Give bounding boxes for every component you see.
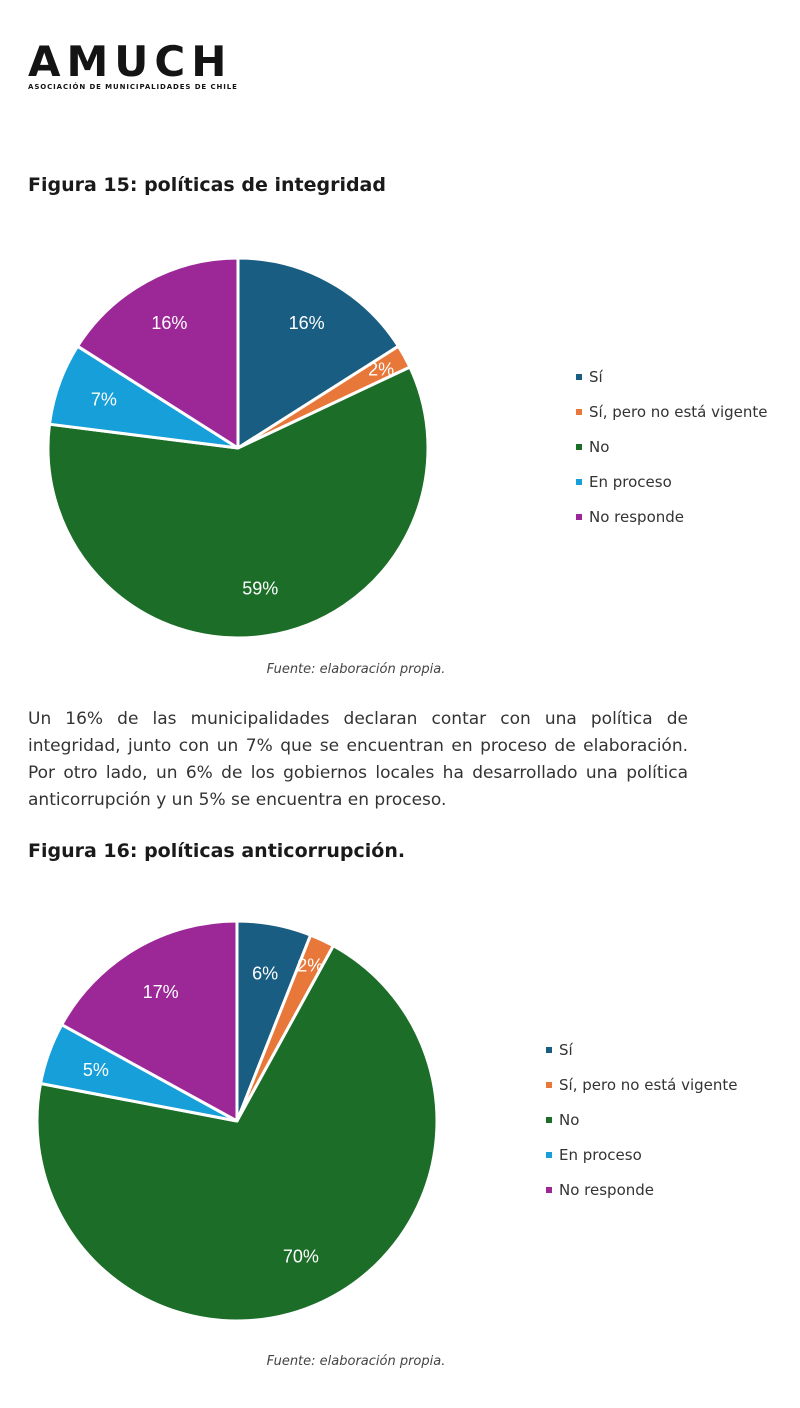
legend-swatch bbox=[546, 1116, 552, 1123]
pie-data-label-no: 59% bbox=[242, 579, 278, 599]
legend-swatch bbox=[546, 1081, 552, 1088]
pie-data-label-no-responde: 17% bbox=[143, 982, 179, 1002]
legend-label: No responde bbox=[559, 1180, 655, 1199]
legend-item-no-responde: No responde bbox=[546, 1172, 738, 1207]
legend-swatch bbox=[576, 478, 582, 485]
pie-data-label-si: 16% bbox=[289, 313, 325, 333]
pie-slice-no-responde bbox=[60, 919, 239, 1123]
legend-swatch bbox=[546, 1046, 552, 1053]
figure-16-source: Fuente: elaboración propia. bbox=[266, 1354, 446, 1369]
pie-data-label-no: 70% bbox=[283, 1247, 319, 1267]
pie-data-label-si-no-vigente: 2% bbox=[368, 359, 394, 379]
figure-16-legend: Sí Sí, pero no está vigente No En proces… bbox=[546, 1032, 738, 1207]
pie-data-label-no-responde: 16% bbox=[151, 313, 187, 333]
figure-15-legend: Sí Sí, pero no está vigente No En proces… bbox=[576, 359, 768, 534]
legend-swatch bbox=[546, 1151, 552, 1158]
legend-swatch bbox=[576, 408, 582, 415]
legend-label: No bbox=[559, 1110, 580, 1129]
legend-swatch bbox=[546, 1186, 552, 1193]
legend-item-si-no-vigente: Sí, pero no está vigente bbox=[576, 394, 768, 429]
pie-data-label-si: 6% bbox=[252, 964, 278, 984]
legend-label: No responde bbox=[589, 507, 685, 526]
legend-item-si-no-vigente: Sí, pero no está vigente bbox=[546, 1067, 738, 1102]
pie-data-label-en-proceso: 7% bbox=[91, 390, 117, 410]
pie-slice-no bbox=[35, 944, 439, 1323]
legend-swatch bbox=[576, 443, 582, 450]
legend-label: En proceso bbox=[589, 472, 672, 491]
legend-label: En proceso bbox=[559, 1145, 642, 1164]
legend-item-no-responde: No responde bbox=[576, 499, 768, 534]
legend-label: No bbox=[589, 437, 610, 456]
pie-data-label-en-proceso: 5% bbox=[83, 1060, 109, 1080]
figure-15-title: Figura 15: políticas de integridad bbox=[28, 174, 386, 196]
figure-15-source: Fuente: elaboración propia. bbox=[266, 662, 446, 677]
legend-item-en-proceso: En proceso bbox=[546, 1137, 738, 1172]
legend-swatch bbox=[576, 513, 582, 520]
legend-label: Sí, pero no está vigente bbox=[559, 1075, 738, 1094]
legend-item-en-proceso: En proceso bbox=[576, 464, 768, 499]
legend-label: Sí, pero no está vigente bbox=[589, 402, 768, 421]
legend-item-no: No bbox=[576, 429, 768, 464]
pie-slice-no bbox=[46, 365, 430, 640]
logo-subtitle: ASOCIACIÓN DE MUNICIPALIDADES DE CHILE bbox=[28, 83, 238, 91]
legend-item-no: No bbox=[546, 1102, 738, 1137]
pie-data-label-si-no-vigente: 2% bbox=[297, 955, 323, 975]
pie-slice-no-responde bbox=[76, 256, 240, 450]
legend-item-si: Sí bbox=[546, 1032, 738, 1067]
figure-15-pie-chart: 16% 2% 59% 7% 16% bbox=[46, 256, 430, 640]
legend-label: Sí bbox=[559, 1040, 573, 1059]
legend-swatch bbox=[576, 373, 582, 380]
amuch-logo: AMUCH ASOCIACIÓN DE MUNICIPALIDADES DE C… bbox=[28, 37, 238, 92]
logo-wordmark: AMUCH bbox=[28, 37, 233, 86]
legend-item-si: Sí bbox=[576, 359, 768, 394]
pie-slice-si bbox=[236, 256, 400, 450]
legend-label: Sí bbox=[589, 367, 603, 386]
figure-16-pie-chart: 6% 2% 70% 5% 17% bbox=[35, 919, 439, 1323]
figure-16-title: Figura 16: políticas anticorrupción. bbox=[28, 840, 406, 862]
body-paragraph: Un 16% de las municipalidades declaran c… bbox=[28, 709, 688, 810]
